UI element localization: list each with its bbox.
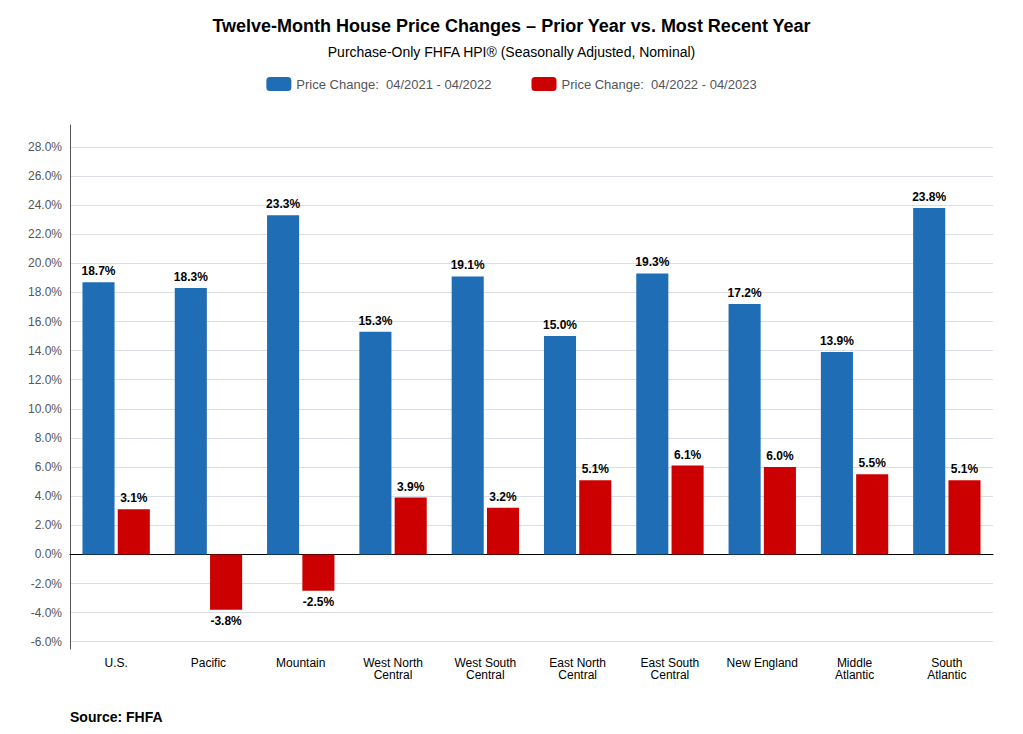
svg-text:Purchase-Only FHFA HPI® (Seaso: Purchase-Only FHFA HPI® (Seasonally Adju…	[328, 44, 695, 60]
svg-text:3.9%: 3.9%	[397, 480, 425, 494]
svg-text:Pacific: Pacific	[191, 656, 226, 670]
svg-text:Source: FHFA: Source: FHFA	[70, 709, 163, 725]
svg-text:8.0%: 8.0%	[35, 431, 63, 445]
svg-text:23.8%: 23.8%	[912, 190, 946, 204]
svg-text:19.1%: 19.1%	[451, 258, 485, 272]
svg-text:18.0%: 18.0%	[28, 285, 62, 299]
svg-text:0.0%: 0.0%	[35, 547, 63, 561]
svg-text:3.1%: 3.1%	[120, 491, 148, 505]
svg-text:12.0%: 12.0%	[28, 373, 62, 387]
svg-text:15.3%: 15.3%	[358, 314, 392, 328]
svg-text:Central: Central	[558, 668, 597, 682]
svg-text:6.0%: 6.0%	[766, 449, 794, 463]
svg-text:-6.0%: -6.0%	[31, 635, 63, 649]
svg-text:18.3%: 18.3%	[174, 270, 208, 284]
svg-text:17.2%: 17.2%	[728, 286, 762, 300]
svg-text:16.0%: 16.0%	[28, 315, 62, 329]
svg-text:Atlantic: Atlantic	[835, 668, 874, 682]
svg-text:19.3%: 19.3%	[635, 255, 669, 269]
svg-text:24.0%: 24.0%	[28, 198, 62, 212]
svg-text:23.3%: 23.3%	[266, 197, 300, 211]
svg-text:East South: East South	[640, 656, 700, 670]
svg-text:26.0%: 26.0%	[28, 169, 62, 183]
svg-text:Central: Central	[651, 668, 690, 682]
svg-text:5.5%: 5.5%	[859, 456, 887, 470]
svg-text:South: South	[931, 656, 963, 670]
svg-text:28.0%: 28.0%	[28, 140, 62, 154]
svg-text:-2.0%: -2.0%	[31, 577, 63, 591]
svg-text:2.0%: 2.0%	[35, 518, 63, 532]
svg-text:U.S.: U.S.	[104, 656, 127, 670]
svg-text:East North: East North	[549, 656, 606, 670]
svg-text:5.1%: 5.1%	[951, 462, 979, 476]
svg-text:3.2%: 3.2%	[489, 490, 517, 504]
svg-text:20.0%: 20.0%	[28, 256, 62, 270]
svg-text:Atlantic: Atlantic	[927, 668, 966, 682]
svg-text:22.0%: 22.0%	[28, 227, 62, 241]
svg-text:6.1%: 6.1%	[674, 448, 702, 462]
svg-text:Central: Central	[374, 668, 413, 682]
svg-text:West North: West North	[363, 656, 423, 670]
svg-text:New England: New England	[727, 656, 798, 670]
svg-text:14.0%: 14.0%	[28, 344, 62, 358]
svg-text:-4.0%: -4.0%	[31, 606, 63, 620]
svg-text:Price Change: 04/2021 - 04/20: Price Change: 04/2021 - 04/2022	[296, 77, 491, 92]
svg-text:15.0%: 15.0%	[543, 318, 577, 332]
svg-text:Central: Central	[466, 668, 505, 682]
svg-text:6.0%: 6.0%	[35, 460, 63, 474]
svg-text:Price Change: 04/2022 - 04/20: Price Change: 04/2022 - 04/2023	[562, 77, 757, 92]
svg-text:Twelve-Month House Price Chang: Twelve-Month House Price Changes – Prior…	[212, 16, 810, 36]
svg-text:5.1%: 5.1%	[582, 462, 610, 476]
svg-text:Middle: Middle	[836, 656, 873, 670]
svg-text:Mountain: Mountain	[276, 656, 325, 670]
svg-text:-2.5%: -2.5%	[303, 595, 335, 609]
svg-text:18.7%: 18.7%	[81, 264, 115, 278]
svg-text:10.0%: 10.0%	[28, 402, 62, 416]
svg-text:-3.8%: -3.8%	[210, 614, 242, 628]
svg-text:4.0%: 4.0%	[35, 489, 63, 503]
svg-text:13.9%: 13.9%	[820, 334, 854, 348]
svg-text:West South: West South	[454, 656, 517, 670]
